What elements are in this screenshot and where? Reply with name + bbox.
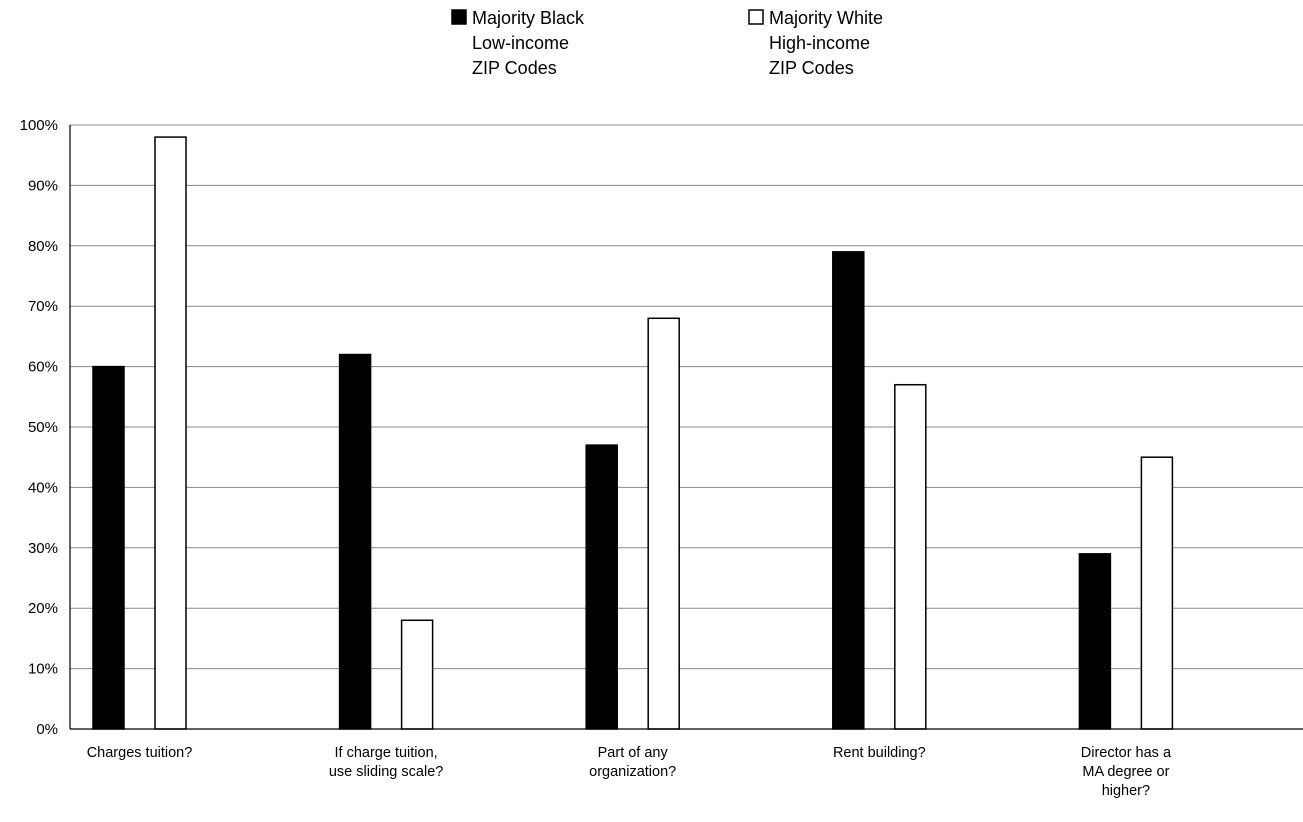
bar [647, 317, 680, 730]
y-tick-label: 50% [28, 419, 58, 436]
x-category-label: Director has a MA degree or higher? [1081, 745, 1172, 799]
bar [832, 251, 865, 730]
bar [585, 444, 618, 730]
y-tick-label: 80% [28, 238, 58, 255]
bar [1078, 553, 1112, 730]
legend-label: Majority Black Low-income ZIP Codes [472, 8, 585, 78]
y-tick-label: 20% [28, 600, 58, 617]
bar [338, 353, 372, 730]
y-axis-tick-labels: 0% 10% 20% 30% 40% 50% 60% 70% 80% 90% 100% [20, 117, 58, 738]
y-tick-label: 40% [28, 479, 58, 496]
x-category-label: Charges tuition? [87, 745, 193, 761]
legend-swatch [748, 9, 764, 25]
y-tick-label: 100% [20, 117, 58, 134]
bar [154, 136, 187, 730]
y-tick-label: 60% [28, 359, 58, 376]
bar [400, 619, 434, 730]
y-tick-label: 0% [36, 721, 58, 738]
axes [69, 125, 1303, 730]
y-tick-label: 30% [28, 540, 58, 557]
bars [92, 136, 1174, 730]
x-category-label: If charge tuition, use sliding scale? [329, 745, 443, 780]
legend-swatch [451, 9, 467, 25]
legend: Majority Black Low-income ZIP Codes Majorit… [451, 8, 883, 78]
y-tick-label: 70% [28, 298, 58, 315]
gridlines [70, 124, 1303, 670]
legend-label: Majority White High-income ZIP Codes [769, 8, 883, 78]
y-tick-label: 10% [28, 661, 58, 678]
y-tick-label: 90% [28, 177, 58, 194]
x-category-label: Part of any organization? [589, 745, 676, 780]
bar [1140, 456, 1174, 730]
x-category-label: Rent building? [833, 745, 926, 761]
bar [92, 365, 125, 730]
x-axis-category-labels: Charges tuition? If charge tuition, use sl… [87, 745, 1172, 799]
bar [894, 383, 927, 730]
